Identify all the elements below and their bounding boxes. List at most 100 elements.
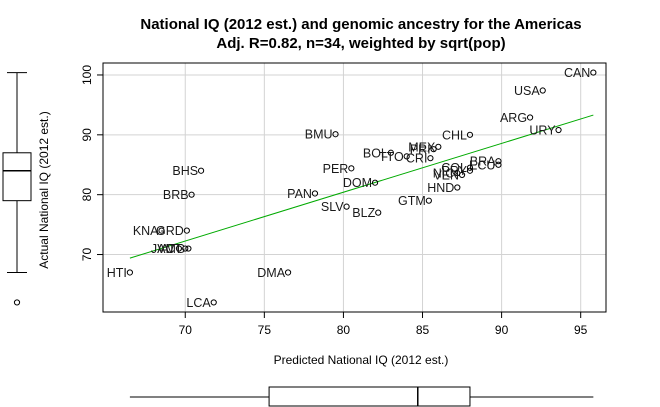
x-tick-label: 80 xyxy=(337,323,351,337)
point-marker xyxy=(495,158,502,165)
point-label: CAN xyxy=(564,66,590,80)
point-label: KNA xyxy=(133,224,159,238)
y-box-outlier xyxy=(13,299,21,306)
y-axis-label: Actual National IQ (2012 est.) xyxy=(37,111,51,268)
x-tick-label: 90 xyxy=(495,323,509,337)
point-label: VCT xyxy=(157,242,182,256)
point-marker xyxy=(185,245,192,252)
x-boxplot xyxy=(129,386,594,407)
point-marker xyxy=(466,164,474,171)
x-axis-label: Predicted National IQ (2012 est.) xyxy=(274,353,449,367)
point-marker xyxy=(311,190,319,197)
data-point-lca: LCA xyxy=(186,296,217,310)
data-point-atg: ATG xyxy=(161,242,192,256)
data-point-slv: SLV xyxy=(321,200,350,214)
point-marker xyxy=(454,184,461,191)
data-point-hti: HTI xyxy=(107,266,133,280)
point-label: PER xyxy=(323,162,349,176)
data-point-arg: ARG xyxy=(500,111,534,125)
point-marker xyxy=(183,227,190,234)
data-point-bmu: BMU xyxy=(305,128,339,142)
point-marker xyxy=(175,245,183,252)
point-marker xyxy=(403,153,410,160)
point-marker xyxy=(539,87,546,94)
data-point-kna: KNA xyxy=(133,224,165,238)
point-label: PRI xyxy=(410,143,431,157)
point-marker xyxy=(590,69,597,76)
x-tick-label: 70 xyxy=(179,323,193,337)
data-point-jam: JAM xyxy=(151,242,183,256)
data-point-brb: BRB xyxy=(163,188,195,202)
data-point-gtm: GTM xyxy=(398,194,432,208)
point-label: HND xyxy=(427,181,454,195)
point-label: MEX xyxy=(408,140,436,154)
chart-subtitle: Adj. R=0.82, n=34, weighted by sqrt(pop) xyxy=(216,35,505,52)
point-marker xyxy=(284,269,292,276)
data-point-bra: BRA xyxy=(470,155,502,169)
data-point-pry: PRY xyxy=(441,164,474,178)
point-marker xyxy=(210,299,217,306)
x-box-iqr xyxy=(268,386,471,407)
point-label: USA xyxy=(514,84,540,98)
point-label: JAM xyxy=(151,242,176,256)
data-point-bhs: BHS xyxy=(172,164,205,178)
data-point-vct: VCT xyxy=(157,242,189,256)
point-marker xyxy=(555,126,562,134)
data-point-hnd: HND xyxy=(427,181,461,195)
data-point-dma: DMA xyxy=(257,266,292,280)
data-point-ven: VEN xyxy=(433,168,466,182)
point-label: BOL xyxy=(363,146,388,160)
point-label: BRB xyxy=(163,188,189,202)
point-marker xyxy=(197,167,205,174)
data-point-blz: BLZ xyxy=(352,206,382,220)
point-marker xyxy=(425,197,432,204)
point-label: DOM xyxy=(343,176,372,190)
point-marker xyxy=(458,171,466,179)
point-marker xyxy=(466,167,474,174)
point-marker xyxy=(427,155,434,162)
point-label: SLV xyxy=(321,200,344,214)
point-marker xyxy=(430,146,437,153)
point-label: CHL xyxy=(442,128,467,142)
point-label: ATG xyxy=(161,242,186,256)
data-point-grd: GRD xyxy=(156,224,190,238)
point-marker xyxy=(158,227,165,234)
data-point-usa: USA xyxy=(514,84,546,98)
point-label: NIC xyxy=(433,167,455,181)
y-boxplot xyxy=(2,72,32,306)
data-point-cri: CRI xyxy=(406,152,434,166)
grid-lines xyxy=(103,63,606,312)
point-label: BLZ xyxy=(352,206,375,220)
point-label: URY xyxy=(529,124,556,138)
y-tick-label: 70 xyxy=(80,248,94,262)
point-marker xyxy=(332,131,339,138)
x-tick-label: 75 xyxy=(258,323,272,337)
point-marker xyxy=(343,203,350,210)
point-label: GTM xyxy=(398,194,426,208)
point-marker xyxy=(375,209,382,216)
data-point-bol: BOL xyxy=(363,146,394,160)
point-label: BMU xyxy=(305,128,333,142)
y-tick-label: 90 xyxy=(80,128,94,142)
point-label: ECU xyxy=(469,158,495,172)
data-point-per: PER xyxy=(323,162,355,176)
point-marker xyxy=(495,161,502,168)
point-marker xyxy=(526,114,534,121)
y-axis: 70 80 90 100 xyxy=(80,65,104,262)
y-tick-label: 80 xyxy=(80,188,94,202)
regression-line xyxy=(129,114,594,259)
point-marker xyxy=(435,143,442,150)
point-label: ARG xyxy=(500,111,527,125)
point-label: DMA xyxy=(257,266,285,280)
point-label: GRD xyxy=(156,224,184,238)
point-marker xyxy=(466,131,474,138)
point-marker xyxy=(126,269,133,276)
data-point-mex: MEX xyxy=(408,140,442,154)
point-marker xyxy=(371,179,379,186)
point-label: LCA xyxy=(186,296,211,310)
data-point-dom: DOM xyxy=(343,176,379,190)
x-tick-label: 95 xyxy=(574,323,588,337)
point-label: PRY xyxy=(441,164,467,178)
